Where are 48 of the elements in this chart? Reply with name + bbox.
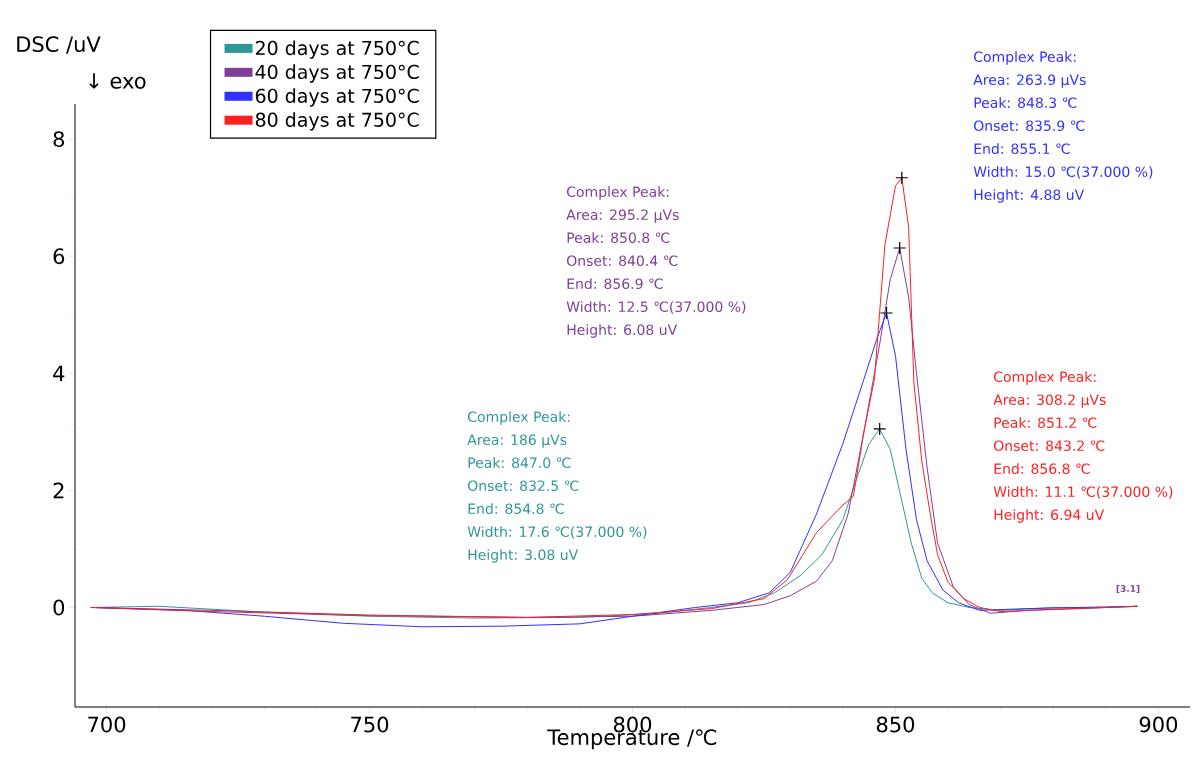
annotation: Peak: 850.8 ℃ (567, 232, 670, 244)
annotation: Complex Peak: (566, 186, 669, 200)
y-tick-label: 0 (53, 599, 65, 616)
x-tick-label: 750 (351, 716, 389, 733)
annotation: Onset: 843.2 ℃ (993, 440, 1105, 452)
x-tick-label: 900 (1139, 716, 1178, 733)
text: Area: 263.9 µVs (973, 74, 1086, 88)
annotation: Height: 3.08 uV (468, 549, 579, 563)
y-tick-label: 4 (53, 365, 65, 381)
legend-label: 40 days at 750°C (255, 64, 419, 83)
annotation: End: 856.8 ℃ (994, 463, 1090, 475)
annotation: Width: 11.1 ℃(37.000 %) (993, 486, 1173, 499)
annotation: End: 854.8 ℃ (468, 503, 564, 515)
y-axis-title: DSC /uV (17, 36, 101, 54)
annotation: Peak: 848.3 ℃ (974, 97, 1077, 109)
legend-label: 80 days at 750°C (255, 112, 419, 131)
annotation: End: 856.9 ℃ (567, 278, 663, 290)
annotation: Width: 15.0 ℃(37.000 %) (973, 166, 1153, 179)
point (893, 241, 907, 255)
text: ↓ exo (89, 73, 146, 89)
annotation: Height: 6.94 uV (994, 509, 1105, 523)
y-tick-label: 8 (53, 131, 65, 148)
legend-label: 20 days at 750°C (255, 40, 419, 59)
point (895, 171, 909, 185)
annotation: Onset: 835.9 ℃ (973, 120, 1085, 132)
annotation: Height: 4.88 uV (974, 189, 1085, 203)
text: Complex Peak: (973, 51, 1076, 65)
x-tick-label: 850 (876, 716, 915, 733)
x-tick-label: 700 (88, 716, 126, 733)
y-tick-label: 2 (53, 482, 64, 499)
annotation: Height: 6.08 uV (567, 324, 678, 338)
legend-label: 60 days at 750°C (255, 88, 419, 107)
annotation: Area: 295.2 µVs (566, 209, 679, 223)
annotation: [3.1] (1116, 584, 1140, 593)
annotation: Peak: 847.0 ℃ (468, 457, 571, 469)
annotation: Width: 12.5 ℃(37.000 %) (566, 301, 746, 314)
point (873, 422, 887, 436)
point (879, 306, 894, 320)
annotation: Peak: 851.2 ℃ (994, 417, 1097, 429)
annotation: Area: 186 µVs (467, 434, 567, 448)
annotation: Area: 308.2 µVs (993, 394, 1106, 408)
annotation: Width: 17.6 ℃(37.000 %) (467, 526, 647, 539)
annotation: Onset: 840.4 ℃ (566, 255, 678, 267)
annotation: Onset: 832.5 ℃ (467, 480, 579, 492)
annotation: Complex Peak: (467, 411, 570, 425)
y-tick-label: 6 (53, 248, 65, 265)
annotation: Complex Peak: (993, 371, 1096, 385)
annotation: End: 855.1 ℃ (974, 143, 1070, 155)
